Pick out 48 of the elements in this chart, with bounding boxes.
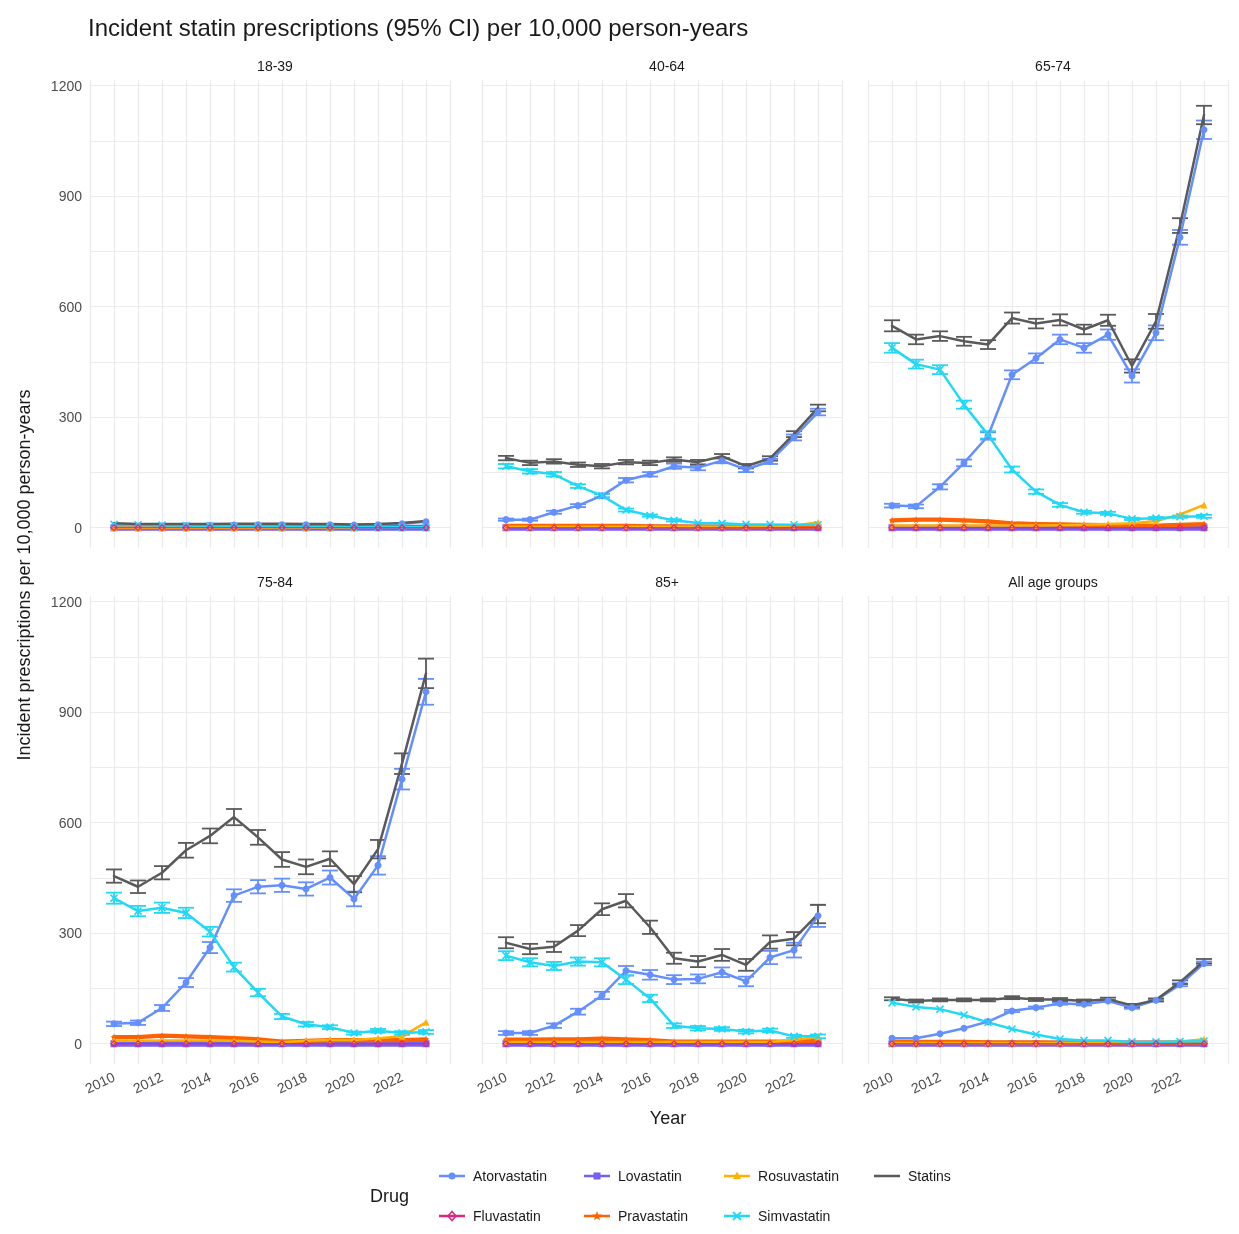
legend-label: Pravastatin: [618, 1208, 689, 1224]
x-tick-label: 2020: [322, 1068, 358, 1097]
x-tick-label: 2020: [1100, 1068, 1136, 1097]
x-tick-label: 2012: [908, 1068, 944, 1097]
x-tick-label: 2016: [618, 1068, 654, 1097]
chart-title: Incident statin prescriptions (95% CI) per 10,000 person-years: [88, 14, 749, 42]
x-tick-label: 2018: [1052, 1068, 1088, 1097]
x-tick-label: 2014: [956, 1068, 992, 1097]
x-tick-label: 2016: [226, 1068, 262, 1097]
legend-label: Atorvastatin: [473, 1168, 547, 1184]
legend-label: Rosuvastatin: [758, 1168, 839, 1184]
x-tick-label: 2022: [370, 1068, 406, 1097]
x-tick-label: 2010: [860, 1068, 896, 1097]
legend-title: Drug: [370, 1185, 410, 1207]
legend-label: Statins: [908, 1168, 951, 1184]
x-tick-label: 2010: [82, 1068, 118, 1097]
chart-subtitle: 18-39: [257, 58, 294, 74]
y-tick-label: 600: [58, 298, 83, 315]
chart-subtitle: 75-84: [257, 574, 294, 590]
y-tick-label: 0: [74, 519, 83, 536]
chart-subtitle: All age groups: [1008, 574, 1098, 590]
y-tick-label: 300: [58, 925, 83, 942]
y-tick-label: 0: [74, 1035, 83, 1052]
x-tick-label: 2012: [130, 1068, 166, 1097]
y-tick-label: 900: [58, 704, 83, 721]
x-tick-label: 2016: [1004, 1068, 1040, 1097]
x-tick-label: 2014: [178, 1068, 214, 1097]
chart-subtitle: 85+: [655, 574, 679, 590]
legend-label: Simvastatin: [758, 1208, 831, 1224]
y-tick-label: 900: [58, 188, 83, 205]
y-tick-label: 300: [58, 409, 83, 426]
chart-subtitle: 40-64: [649, 58, 686, 74]
chart-subtitle: 65-74: [1035, 58, 1072, 74]
legend-label: Lovastatin: [618, 1168, 682, 1184]
x-tick-label: 2018: [666, 1068, 702, 1097]
x-tick-label: 2018: [274, 1068, 310, 1097]
x-axis-title: Year: [649, 1108, 687, 1129]
x-tick-label: 2010: [474, 1068, 510, 1097]
x-tick-label: 2012: [522, 1068, 558, 1097]
x-tick-label: 2022: [762, 1068, 798, 1097]
legend-label: Fluvastatin: [473, 1208, 541, 1224]
y-axis-title: Incident prescriptions per 10,000 person-years: [13, 389, 35, 761]
x-tick-label: 2014: [570, 1068, 606, 1097]
x-tick-label: 2020: [714, 1068, 750, 1097]
y-tick-label: 1200: [50, 77, 83, 94]
y-tick-label: 1200: [50, 593, 83, 610]
x-tick-label: 2022: [1148, 1068, 1184, 1097]
y-tick-label: 600: [58, 814, 83, 831]
